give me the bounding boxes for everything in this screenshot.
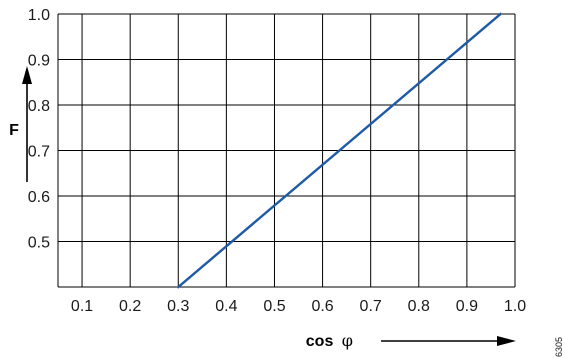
x-tick-label: 0.3	[167, 298, 189, 315]
y-tick-label: 0.7	[28, 144, 50, 161]
x-axis-title-text: cos	[306, 333, 334, 350]
y-tick-label: 0.9	[28, 53, 50, 70]
x-tick-label: 0.8	[408, 298, 430, 315]
y-axis-arrow	[22, 66, 32, 182]
x-axis-title-symbol: φ	[342, 331, 353, 350]
x-tick-label: 0.5	[263, 298, 285, 315]
series-line	[176, 12, 503, 289]
x-axis-title: cos φ	[306, 331, 353, 350]
x-tick-label: 0.2	[119, 298, 141, 315]
x-tick-label: 0.4	[215, 298, 237, 315]
x-tick-label: 0.6	[311, 298, 333, 315]
x-tick-label: 0.7	[360, 298, 382, 315]
grid	[57, 13, 516, 288]
series-layer	[176, 12, 503, 289]
x-axis-arrow	[381, 336, 516, 346]
x-tick-label: 1.0	[504, 298, 526, 315]
y-tick-label: 0.6	[28, 189, 50, 206]
x-tick-label: 0.9	[456, 298, 478, 315]
y-tick-label: 1.0	[28, 7, 50, 24]
x-tick-labels: 0.1 0.2 0.3 0.4 0.5 0.6 0.7 0.8 0.9 1.0	[71, 298, 526, 315]
y-axis-title: F	[9, 122, 19, 139]
x-tick-label: 0.1	[71, 298, 93, 315]
y-tick-label: 0.8	[28, 98, 50, 115]
y-tick-labels: 0.5 0.6 0.7 0.8 0.9 1.0	[28, 7, 50, 252]
figure-id: 6305	[554, 337, 564, 357]
y-tick-label: 0.5	[28, 235, 50, 252]
